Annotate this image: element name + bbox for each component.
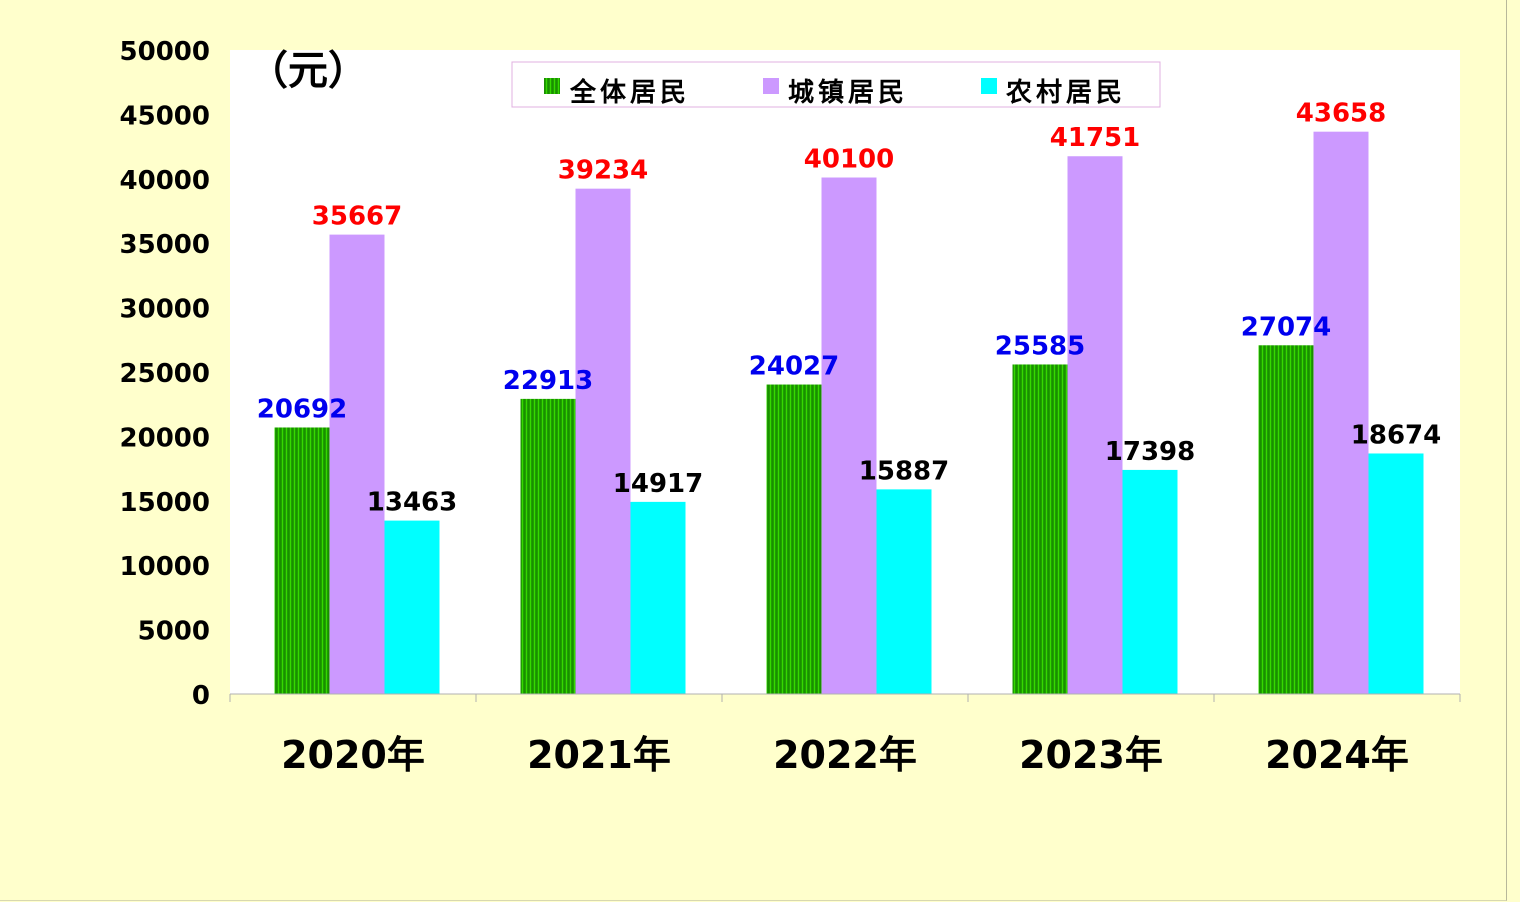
x-category-label: 2023年 (1019, 733, 1163, 777)
legend-box (511, 61, 1161, 108)
legend-swatch-urban-residents (763, 78, 779, 94)
data-label-rural-residents: 13463 (367, 488, 457, 518)
data-label-all-residents: 24027 (749, 352, 839, 382)
bar-all-residents (1012, 364, 1068, 694)
unit-label: （元） (248, 48, 368, 94)
y-tick-label: 35000 (120, 230, 210, 260)
data-label-all-residents: 25585 (995, 331, 1085, 361)
bar-urban-residents (575, 188, 631, 694)
y-tick-label: 50000 (120, 37, 210, 67)
x-axis-tick-marks (229, 694, 1461, 702)
x-category-label: 2020年 (281, 733, 425, 777)
data-label-all-residents: 20692 (257, 394, 347, 424)
x-category-label: 2024年 (1265, 733, 1409, 777)
bar-rural-residents (1368, 453, 1424, 694)
x-category-label: 2021年 (527, 733, 671, 777)
bar-all-residents (274, 427, 330, 694)
y-tick-label: 0 (192, 681, 210, 711)
data-label-urban-residents: 35667 (312, 202, 402, 232)
y-tick-label: 30000 (120, 295, 210, 325)
y-tick-label: 45000 (120, 101, 210, 131)
legend: 全体居民 城镇居民 农村居民 (511, 61, 1161, 108)
bar-rural-residents (1122, 469, 1178, 694)
data-label-urban-residents: 41751 (1050, 123, 1140, 153)
data-label-rural-residents: 17398 (1105, 437, 1195, 467)
bars (274, 131, 1424, 695)
data-label-all-residents: 22913 (503, 366, 593, 396)
data-label-rural-residents: 18674 (1351, 420, 1441, 450)
data-label-rural-residents: 14917 (613, 469, 703, 499)
x-axis-categories: 2020年 2021年 2022年 2023年 2024年 (281, 733, 1409, 777)
bar-rural-residents (876, 489, 932, 694)
data-labels: 20692 35667 13463 22913 39234 14917 24027 40100… (257, 99, 1441, 518)
legend-swatch-all-residents (544, 78, 560, 94)
bar-urban-residents (1067, 156, 1123, 694)
bar-urban-residents (329, 234, 385, 694)
bar-all-residents (766, 384, 822, 694)
data-label-urban-residents: 43658 (1296, 99, 1386, 129)
y-tick-label: 20000 (120, 423, 210, 453)
y-tick-label: 15000 (120, 488, 210, 518)
bar-rural-residents (384, 520, 440, 694)
legend-label-rural-residents: 农村居民 (1005, 78, 1126, 108)
data-label-urban-residents: 39234 (558, 156, 648, 186)
bar-urban-residents (1313, 131, 1369, 695)
bar-all-residents (1258, 345, 1314, 694)
y-tick-label: 10000 (120, 552, 210, 582)
legend-label-urban-residents: 城镇居民 (788, 78, 908, 108)
data-label-urban-residents: 40100 (804, 145, 894, 175)
y-tick-label: 5000 (138, 617, 210, 647)
bar-urban-residents (821, 177, 877, 695)
bar-all-residents (520, 398, 576, 694)
data-label-all-residents: 27074 (1241, 312, 1331, 342)
y-axis-ticks: 0 5000 10000 15000 20000 25000 30000 35000 40000… (120, 37, 210, 711)
y-tick-label: 25000 (120, 359, 210, 389)
bar-rural-residents (630, 501, 686, 694)
x-category-label: 2022年 (773, 733, 917, 777)
legend-swatch-rural-residents (981, 78, 997, 94)
legend-label-all-residents: 全体居民 (569, 77, 690, 108)
data-label-rural-residents: 15887 (859, 456, 949, 486)
y-tick-label: 40000 (120, 166, 210, 196)
